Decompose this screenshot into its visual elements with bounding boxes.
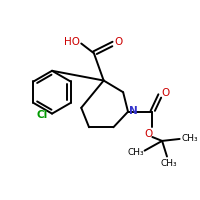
Text: CH₃: CH₃ <box>161 159 177 168</box>
Text: Cl: Cl <box>37 110 48 120</box>
Text: HO: HO <box>64 37 80 47</box>
Text: O: O <box>144 129 153 139</box>
Text: O: O <box>161 88 169 98</box>
Text: O: O <box>114 37 122 47</box>
Text: N: N <box>129 106 137 116</box>
Text: CH₃: CH₃ <box>127 148 144 157</box>
Text: CH₃: CH₃ <box>181 134 198 143</box>
